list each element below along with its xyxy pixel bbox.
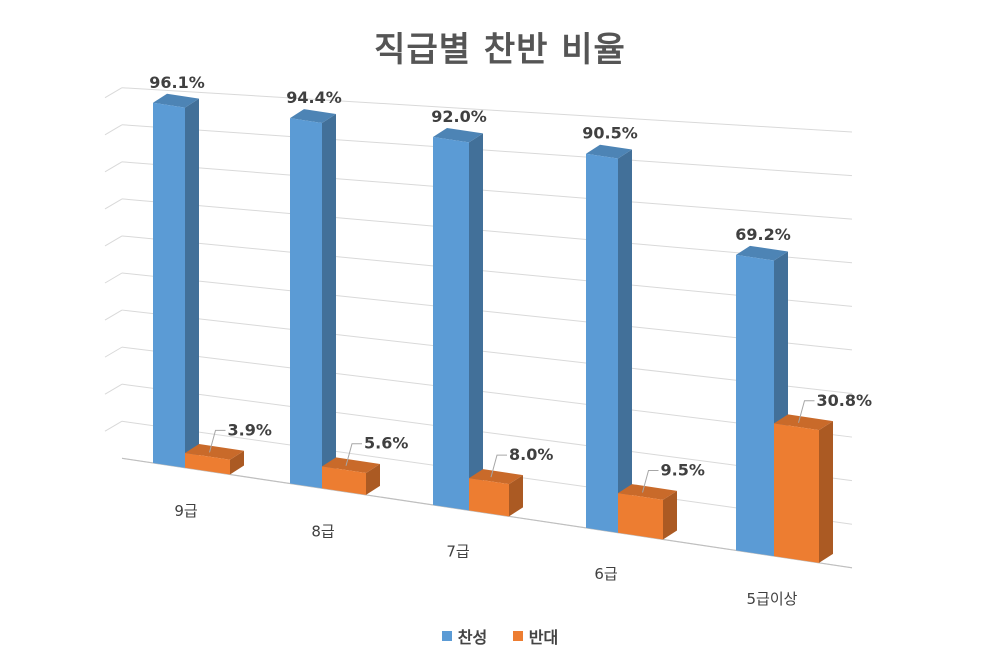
bar-side-1-0 xyxy=(230,450,244,475)
gridline xyxy=(121,272,853,351)
gridline xyxy=(121,87,853,133)
gridline xyxy=(121,198,853,264)
bar-side-1-2 xyxy=(509,475,523,517)
legend: 찬성 반대 xyxy=(0,624,1000,648)
category-label: 8급 xyxy=(311,522,335,540)
bar-1-3 xyxy=(618,493,663,540)
grid-depth-line xyxy=(104,272,123,284)
bar-1-2 xyxy=(469,478,509,517)
grid-depth-line xyxy=(104,309,123,321)
bar-0-1 xyxy=(290,118,322,489)
data-label-series-1: 5.6% xyxy=(364,434,408,453)
leader-line xyxy=(209,429,226,453)
bar-0-2 xyxy=(433,136,469,511)
bar-side-1-3 xyxy=(663,490,677,540)
bar-top-1-3 xyxy=(618,484,677,500)
leader-line xyxy=(345,443,362,466)
bar-1-0 xyxy=(185,452,230,475)
category-label: 6급 xyxy=(594,565,618,583)
legend-label-series-1: 반대 xyxy=(528,628,559,647)
legend-swatch-series-1 xyxy=(512,631,523,641)
category-label: 7급 xyxy=(446,543,470,561)
bar-side-0-0 xyxy=(185,98,199,468)
grid-depth-line xyxy=(104,346,123,358)
grid-depth-line xyxy=(104,161,123,173)
data-label-series-1: 8.0% xyxy=(509,445,553,464)
data-label-series-1: 9.5% xyxy=(661,460,705,479)
bar-0-0 xyxy=(153,102,185,468)
data-label-series-0: 96.1% xyxy=(149,73,205,92)
grid-depth-line xyxy=(104,383,123,395)
bar-side-0-3 xyxy=(618,149,632,533)
gridline xyxy=(121,309,853,394)
bar-top-1-1 xyxy=(322,457,380,474)
data-label-series-0: 94.4% xyxy=(286,88,342,107)
bar-top-0-2 xyxy=(433,127,483,143)
grid-depth-line xyxy=(104,235,123,247)
gridline xyxy=(121,346,853,438)
grid-depth-line xyxy=(104,124,123,136)
bar-top-0-3 xyxy=(586,144,632,159)
bar-top-1-0 xyxy=(185,443,244,460)
chart-title: 직급별 찬반 비율 xyxy=(374,30,626,70)
category-label: 9급 xyxy=(174,502,198,520)
data-label-series-0: 69.2% xyxy=(735,225,791,244)
data-label-series-1: 3.9% xyxy=(228,420,272,439)
bar-side-0-2 xyxy=(469,133,483,511)
gridline xyxy=(121,161,853,220)
grid-depth-line xyxy=(104,87,123,99)
category-label: 5급이상 xyxy=(747,590,798,608)
bar-top-0-0 xyxy=(153,93,199,108)
bar-side-0-1 xyxy=(322,113,336,489)
gridline xyxy=(121,383,853,482)
bar-side-1-1 xyxy=(366,464,380,495)
legend-swatch-series-0 xyxy=(441,631,452,641)
bar-top-0-4 xyxy=(736,245,788,261)
leader-line xyxy=(798,400,815,423)
bar-1-4 xyxy=(774,423,819,563)
legend-item-series-0: 찬성 xyxy=(441,624,488,648)
bar-top-1-4 xyxy=(774,414,833,431)
bar-top-1-2 xyxy=(469,469,523,485)
data-label-series-1: 30.8% xyxy=(817,391,873,410)
data-label-series-0: 92.0% xyxy=(431,107,487,126)
bar-0-3 xyxy=(586,153,618,533)
legend-item-series-1: 반대 xyxy=(512,624,559,648)
leader-line xyxy=(642,469,659,493)
leader-line xyxy=(490,454,507,478)
bar-top-0-1 xyxy=(290,109,336,123)
grid-depth-line xyxy=(104,198,123,210)
bar-side-1-4 xyxy=(819,421,833,563)
legend-label-series-0: 찬성 xyxy=(457,628,488,647)
bar-1-1 xyxy=(322,466,366,495)
gridline xyxy=(121,235,853,307)
grid-depth-line xyxy=(104,420,123,432)
data-label-series-0: 90.5% xyxy=(582,124,638,143)
gridline xyxy=(121,124,853,177)
bar-0-4 xyxy=(736,254,774,557)
